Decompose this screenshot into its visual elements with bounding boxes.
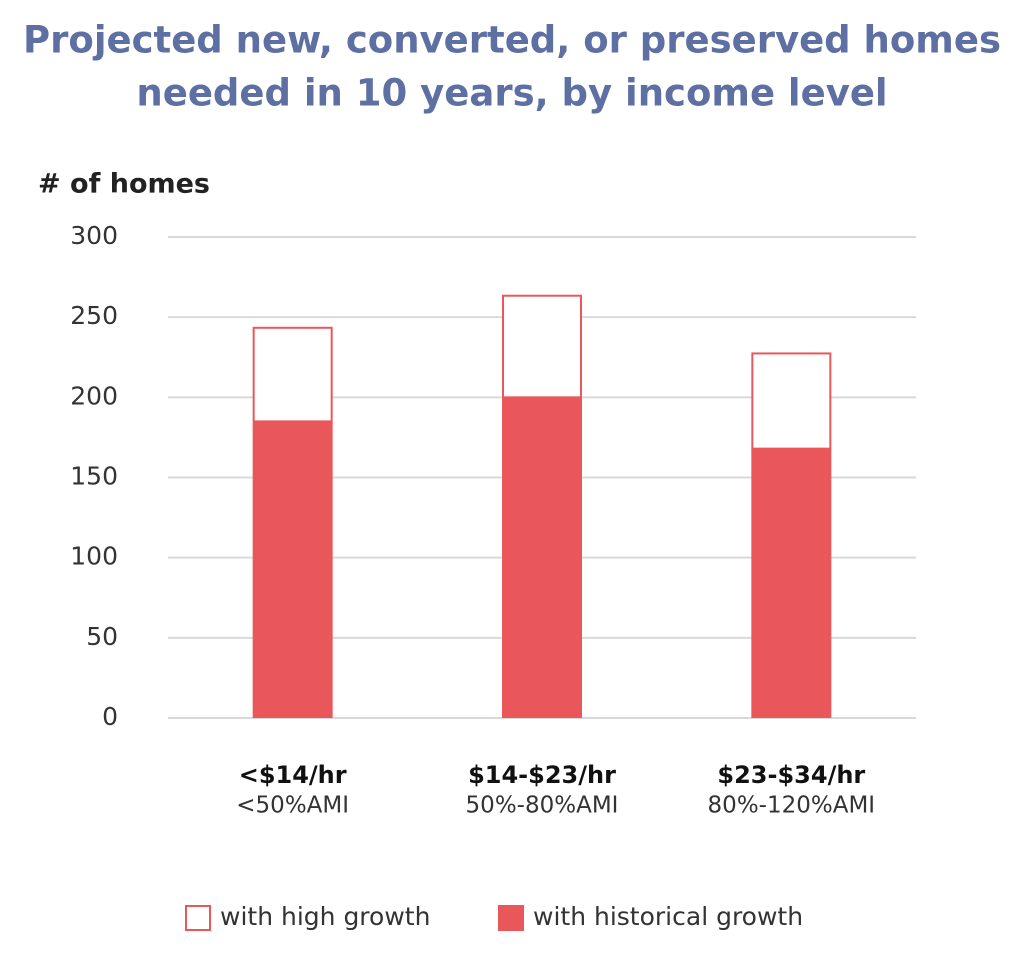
legend-label: with high growth [220,902,430,931]
y-tick-label: 300 [70,221,118,250]
bar-segment [252,326,333,423]
y-tick-label: 150 [70,462,118,491]
y-axis-label: # of homes [38,169,210,200]
x-tick-sublabel: <50%AMI [236,793,349,819]
y-tick-label: 250 [70,301,118,330]
x-tick-label: $14-$23/hr [468,761,616,789]
y-tick-label: 50 [86,622,118,651]
bar-segment [502,294,582,399]
x-tick-sublabel: 80%-120%AMI [708,793,876,819]
chart-title: Projected new, converted, or preserved h… [23,19,1001,62]
bar-segment [751,352,832,450]
legend-label: with historical growth [533,902,803,931]
bar-segment [502,397,582,718]
y-tick-label: 200 [70,381,118,410]
chart-title: needed in 10 years, by income level [136,72,887,115]
x-tick-label: $23-$34/hr [717,761,865,789]
bar-segment [751,448,832,718]
y-tick-label: 100 [70,542,118,571]
y-tick-label: 0 [102,702,118,731]
legend-swatch [185,905,211,931]
legend-swatch [498,905,524,931]
x-tick-sublabel: 50%-80%AMI [466,793,619,819]
bar-segment [252,421,333,718]
x-tick-label: <$14/hr [239,761,347,789]
